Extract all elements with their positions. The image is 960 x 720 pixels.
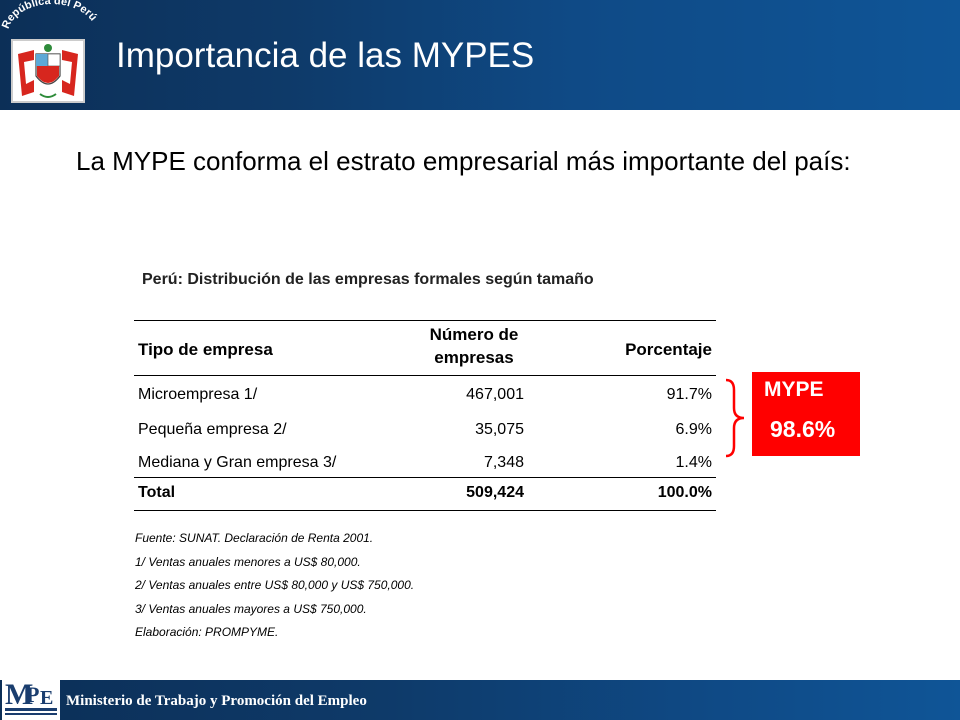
mype-callout: MYPE 98.6% bbox=[752, 372, 860, 456]
mype-value: 98.6% bbox=[770, 416, 836, 442]
footer-band: Ministerio de Trabajo y Promoción del Em… bbox=[0, 680, 960, 720]
svg-text:P: P bbox=[26, 682, 39, 707]
note-elaboration: Elaboración: PROMPYME. bbox=[135, 625, 279, 639]
header-count-line2: empresas bbox=[434, 348, 514, 367]
row-pct: 91.7% bbox=[666, 386, 712, 403]
total-count: 509,424 bbox=[466, 484, 524, 501]
header-pct: Porcentaje bbox=[625, 340, 712, 359]
row-type: Microempresa 1/ bbox=[138, 386, 258, 403]
note-footnote: 2/ Ventas anuales entre US$ 80,000 y US$… bbox=[135, 578, 415, 592]
intro-paragraph: La MYPE conforma el estrato empresarial … bbox=[76, 146, 851, 176]
row-pct: 1.4% bbox=[675, 454, 712, 471]
header-band: Importancia de las MYPES bbox=[0, 0, 960, 110]
ministry-logo-icon: M P E bbox=[2, 674, 60, 720]
header-type: Tipo de empresa bbox=[138, 340, 273, 359]
header-count-line1: Número de bbox=[429, 325, 519, 344]
row-type: Pequeña empresa 2/ bbox=[138, 421, 287, 438]
page-title: Importancia de las MYPES bbox=[116, 36, 535, 75]
footer-ministry-name: Ministerio de Trabajo y Promoción del Em… bbox=[66, 693, 367, 709]
svg-text:M: M bbox=[5, 678, 33, 711]
row-pct: 6.9% bbox=[675, 421, 712, 438]
row-count: 7,348 bbox=[483, 454, 524, 471]
table-total-rule bbox=[134, 477, 716, 478]
svg-text:República del Perú: República del Perú bbox=[0, 0, 99, 30]
note-footnote: 3/ Ventas anuales mayores a US$ 750,000. bbox=[135, 601, 367, 616]
mype-label: MYPE bbox=[764, 378, 824, 401]
row-count: 35,075 bbox=[475, 421, 524, 438]
coat-of-arms-icon: República del Perú bbox=[0, 0, 100, 110]
table-notes: Fuente: SUNAT. Declaración de Renta 2001… bbox=[135, 530, 555, 648]
table-title: Perú: Distribución de las empresas forma… bbox=[142, 271, 594, 288]
table-header-rule bbox=[134, 375, 716, 376]
note-source: Fuente: SUNAT. Declaración de Renta 2001… bbox=[135, 531, 374, 545]
table-bottom-rule bbox=[134, 510, 716, 511]
svg-text:E: E bbox=[40, 687, 53, 709]
note-footnote: 1/ Ventas anuales menores a US$ 80,000. bbox=[135, 554, 361, 569]
total-pct: 100.0% bbox=[657, 484, 712, 501]
row-count: 467,001 bbox=[466, 386, 524, 403]
row-type: Mediana y Gran empresa 3/ bbox=[138, 454, 337, 471]
table-top-rule bbox=[134, 320, 716, 321]
brace-icon bbox=[725, 378, 745, 458]
total-type: Total bbox=[138, 484, 176, 501]
